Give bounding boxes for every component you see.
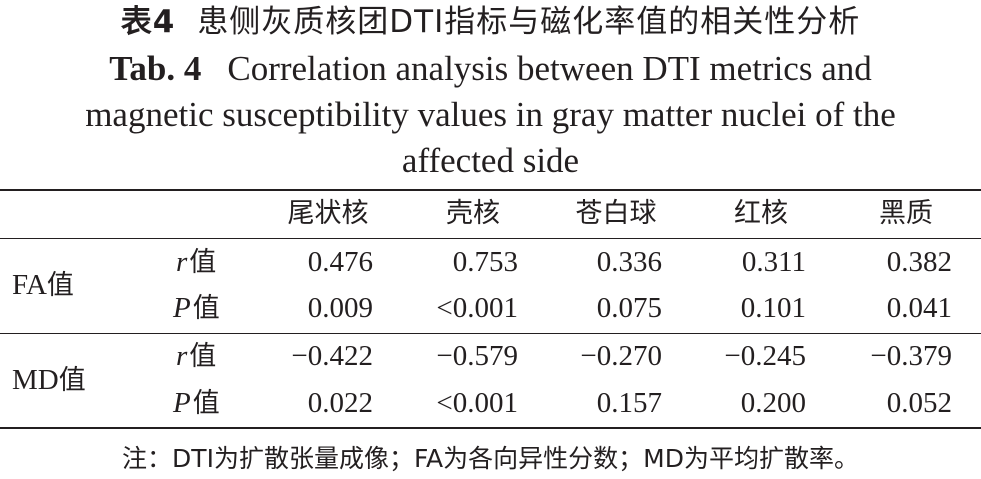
column-header-substantia-nigra: 黑质: [879, 198, 933, 229]
table-cell: <0.001: [436, 292, 518, 324]
column-header-putamen: 壳核: [446, 198, 500, 229]
table-cell: <0.001: [436, 387, 518, 419]
table-cell: 0.009: [307, 292, 373, 324]
table-cell: 0.157: [596, 387, 662, 419]
table-header-rule: [0, 238, 981, 239]
column-header-caudate: 尾状核: [287, 198, 369, 229]
table-top-rule: [0, 189, 981, 191]
table-cell: 0.075: [596, 292, 662, 324]
table-bottom-rule: [0, 427, 981, 429]
caption-title-en-line1: Tab. 4 Correlation analysis between DTI m…: [109, 49, 872, 88]
table-number-en: Tab. 4: [109, 49, 202, 88]
row-label-md-p: P值: [173, 387, 220, 419]
table-cell: 0.382: [886, 246, 952, 278]
caption-english: Tab. 4 Correlation analysis between DTI m…: [0, 46, 981, 184]
table-cell: 0.022: [307, 387, 373, 419]
table-cell: −0.422: [291, 340, 373, 372]
table-number-cn: 表4: [120, 4, 176, 40]
row-label-fa-r: r值: [176, 246, 217, 278]
table-cell: 0.052: [886, 387, 952, 419]
caption-title-en-line2: magnetic susceptibility values in gray m…: [85, 95, 896, 134]
table-cell: −0.579: [436, 340, 518, 372]
table-cell: 0.753: [452, 246, 518, 278]
caption-title-en-line3: affected side: [401, 141, 580, 180]
table-cell: 0.041: [886, 292, 952, 324]
table-cell: 0.311: [741, 246, 806, 278]
caption-chinese: 表4 患侧灰质核团DTI指标与磁化率值的相关性分析: [0, 2, 981, 42]
table-cell: 0.200: [740, 387, 806, 419]
table-cell: 0.476: [307, 246, 373, 278]
column-header-red-nucleus: 红核: [734, 198, 788, 229]
table-footnote: 注：DTI为扩散张量成像；FA为各向异性分数；MD为平均扩散率。: [122, 444, 859, 473]
caption-title-cn: 患侧灰质核团DTI指标与磁化率值的相关性分析: [197, 4, 861, 40]
row-label-fa-p: P值: [173, 292, 220, 324]
table-cell: 0.336: [596, 246, 662, 278]
table-cell: −0.379: [870, 340, 952, 372]
table-cell: 0.101: [740, 292, 806, 324]
table-cell: −0.270: [580, 340, 662, 372]
table-cell: −0.245: [724, 340, 806, 372]
row-group-label-md: MD值: [12, 364, 86, 396]
table-group-divider: [0, 333, 981, 334]
column-header-globus-pallidus: 苍白球: [575, 198, 657, 229]
row-label-md-r: r值: [176, 340, 217, 372]
row-group-label-fa: FA值: [12, 269, 74, 301]
